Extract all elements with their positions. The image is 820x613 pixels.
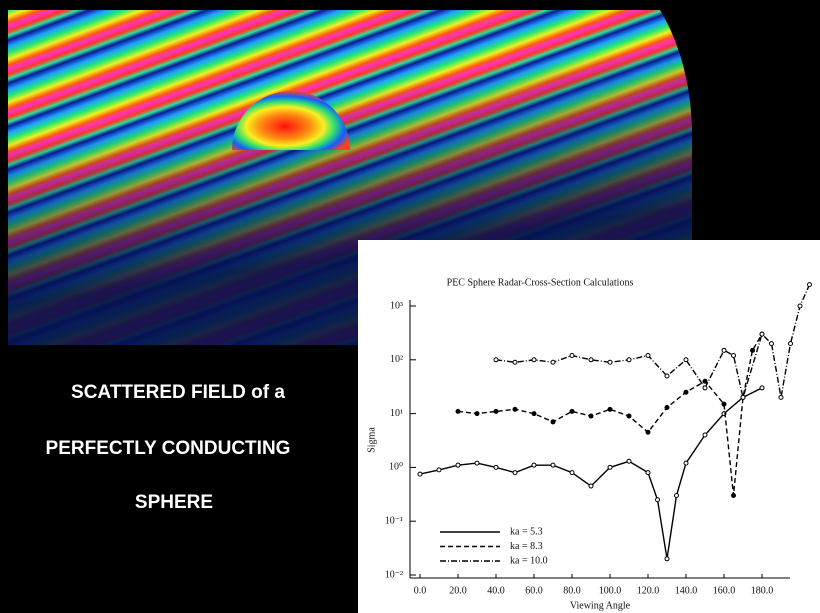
poster-line: SPHERE xyxy=(135,492,213,513)
chart: PEC Sphere Radar-Cross-Section Calculati… xyxy=(358,240,820,613)
data-point xyxy=(474,411,480,417)
data-point xyxy=(683,460,689,466)
data-point xyxy=(607,464,613,470)
data-point xyxy=(569,470,575,476)
x-tick-label: 140.0 xyxy=(675,585,698,596)
x-tick-label: 60.0 xyxy=(525,585,543,596)
chart-panel xyxy=(358,240,820,613)
data-point xyxy=(512,470,518,476)
data-point xyxy=(417,471,423,477)
data-point xyxy=(607,406,613,412)
data-point xyxy=(512,406,518,412)
x-tick-label: 0.0 xyxy=(414,585,427,596)
data-point xyxy=(702,385,708,391)
data-point xyxy=(645,353,651,359)
data-point xyxy=(788,341,793,347)
data-point xyxy=(531,462,537,468)
data-point xyxy=(588,483,594,489)
legend-label: ka = 10.0 xyxy=(510,555,548,566)
chart-title: PEC Sphere Radar-Cross-Section Calculati… xyxy=(447,277,634,288)
data-point xyxy=(664,404,670,410)
poster-line: SCATTERED FIELD of a xyxy=(71,382,285,403)
data-point xyxy=(721,347,727,353)
data-point xyxy=(436,467,442,473)
data-point xyxy=(512,359,518,365)
data-point xyxy=(569,408,575,414)
data-point xyxy=(778,394,784,400)
data-point xyxy=(740,394,746,400)
data-point xyxy=(455,408,461,414)
data-point xyxy=(493,357,499,363)
data-point xyxy=(455,462,461,468)
y-tick-label: 10² xyxy=(390,354,403,365)
data-point xyxy=(550,419,556,425)
x-axis-label: Viewing Angle xyxy=(570,600,631,611)
data-point xyxy=(674,493,679,499)
data-point xyxy=(645,470,651,476)
data-point xyxy=(550,462,556,468)
legend-label: ka = 5.3 xyxy=(510,526,543,537)
y-axis-label: Sigma xyxy=(366,427,377,453)
data-point xyxy=(588,357,594,363)
data-point xyxy=(493,408,499,414)
data-point xyxy=(645,429,651,435)
poster-line: PERFECTLY CONDUCTING xyxy=(46,438,291,459)
data-point xyxy=(683,389,689,395)
data-point xyxy=(759,385,765,391)
data-point xyxy=(626,413,632,419)
y-tick-label: 10⁰ xyxy=(389,462,403,473)
y-tick-label: 10³ xyxy=(390,300,403,311)
data-point xyxy=(588,413,594,419)
y-tick-label: 10⁻¹ xyxy=(385,515,403,526)
data-point xyxy=(769,341,774,347)
data-point xyxy=(702,432,708,438)
data-point xyxy=(759,331,765,337)
x-tick-label: 100.0 xyxy=(599,585,622,596)
data-point xyxy=(731,493,736,499)
x-tick-label: 20.0 xyxy=(449,585,467,596)
data-point xyxy=(683,357,689,363)
data-point xyxy=(493,464,499,470)
data-point xyxy=(664,373,670,379)
field-image xyxy=(8,10,692,345)
legend-label: ka = 8.3 xyxy=(510,541,543,552)
x-tick-label: 160.0 xyxy=(713,585,736,596)
data-point xyxy=(474,460,480,466)
data-point xyxy=(607,359,613,365)
data-point xyxy=(531,357,537,363)
x-tick-label: 120.0 xyxy=(637,585,660,596)
data-point xyxy=(721,401,727,407)
data-point xyxy=(750,347,755,353)
data-point xyxy=(655,497,660,503)
data-point xyxy=(702,378,708,384)
data-point xyxy=(664,556,670,562)
data-point xyxy=(569,353,575,359)
data-point xyxy=(626,357,632,363)
series-line xyxy=(495,284,811,401)
y-tick-label: 10⁻² xyxy=(385,569,403,580)
data-point xyxy=(807,282,812,288)
x-tick-label: 180.0 xyxy=(751,585,774,596)
data-point xyxy=(797,303,803,309)
data-point xyxy=(626,458,632,464)
data-point xyxy=(731,353,736,359)
data-point xyxy=(531,411,537,417)
y-tick-label: 10¹ xyxy=(390,408,403,419)
data-point xyxy=(550,359,556,365)
x-tick-label: 80.0 xyxy=(563,585,581,596)
x-tick-label: 40.0 xyxy=(487,585,505,596)
